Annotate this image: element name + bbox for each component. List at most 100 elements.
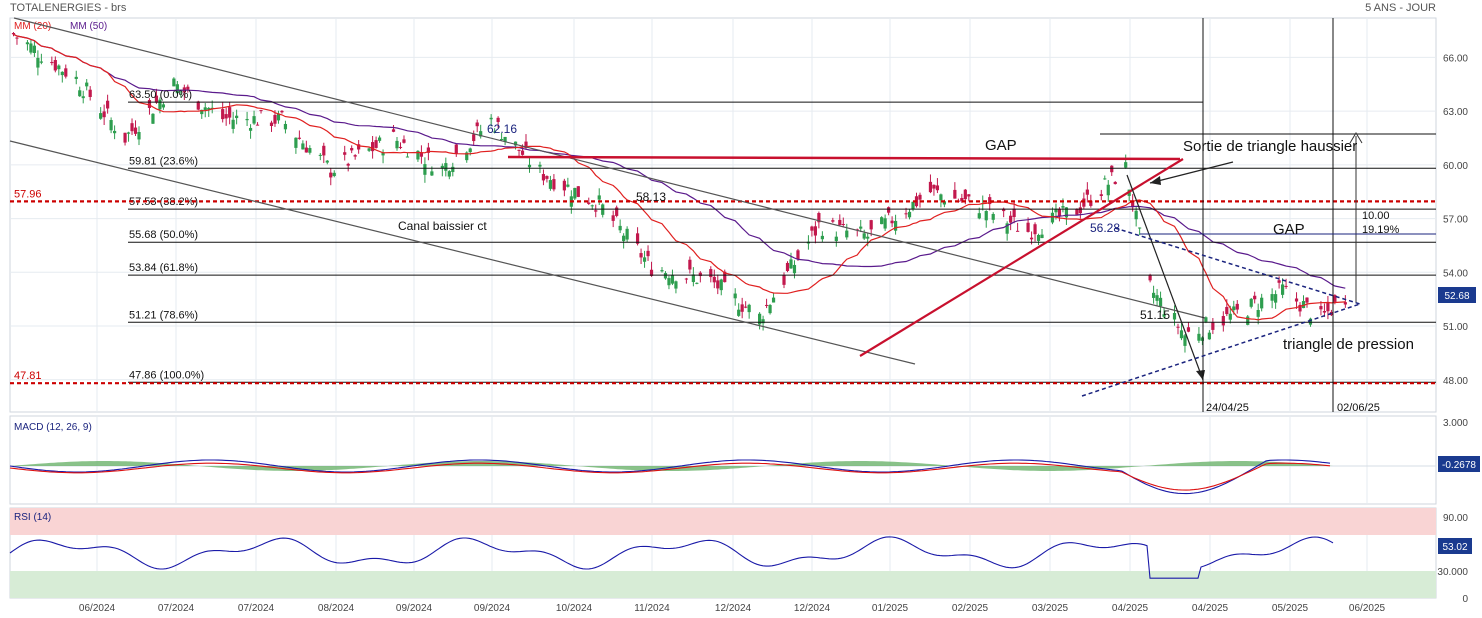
candle — [573, 187, 577, 199]
candle — [133, 127, 138, 134]
candle — [887, 207, 891, 213]
candle — [538, 164, 542, 167]
x-tick-label: 07/2024 — [238, 603, 275, 614]
candle — [723, 271, 727, 283]
candle — [792, 264, 797, 274]
annotation-channel: Canal baissier ct — [398, 219, 487, 233]
candle — [928, 181, 933, 193]
candle — [761, 319, 765, 324]
candle — [548, 180, 553, 189]
candle — [252, 116, 256, 124]
candle — [587, 202, 591, 204]
candle — [545, 176, 549, 179]
rsi-last-value: 53.02 — [1442, 542, 1467, 553]
fib-label: 55.68 (50.0%) — [129, 229, 198, 241]
breakout-arrowhead — [1150, 176, 1161, 185]
x-tick-label: 06/2024 — [79, 603, 116, 614]
candle — [1284, 285, 1288, 287]
candle — [1005, 223, 1009, 234]
candle — [1148, 274, 1152, 281]
macd-last-badge — [1438, 456, 1480, 472]
candle — [1134, 210, 1138, 220]
candle — [88, 89, 92, 97]
candle — [29, 43, 33, 53]
candle — [1253, 295, 1257, 300]
candle — [1322, 311, 1327, 313]
target-arrowhead — [1349, 132, 1363, 144]
candle — [11, 33, 16, 35]
candle — [269, 122, 274, 126]
candle — [377, 137, 382, 141]
annotation-gap-1: GAP — [985, 137, 1017, 154]
candle — [594, 210, 598, 212]
candle — [280, 110, 284, 113]
x-tick-label: 03/2025 — [1032, 603, 1069, 614]
legend-ma20: MM (20) — [14, 21, 51, 32]
candle — [106, 100, 110, 109]
candle — [1211, 322, 1215, 330]
candle — [524, 141, 528, 148]
candle — [1040, 234, 1044, 239]
candle — [503, 136, 507, 142]
candle — [1301, 301, 1306, 309]
candle — [1200, 337, 1205, 341]
rsi-tick: 90.00 — [1443, 513, 1468, 524]
annotation-target-points: 10.00 — [1362, 210, 1390, 222]
candle — [426, 147, 430, 153]
candle — [440, 165, 444, 169]
x-tick-label: 04/2025 — [1112, 603, 1149, 614]
breakout-arrow — [1149, 161, 1234, 184]
candle — [1204, 317, 1208, 322]
candle — [890, 220, 894, 224]
candle — [172, 78, 176, 87]
candle — [960, 198, 964, 202]
candle — [496, 117, 500, 122]
candle — [834, 236, 838, 242]
candle — [391, 129, 396, 132]
candle — [1183, 335, 1187, 346]
fib-label: 51.21 (78.6%) — [129, 309, 198, 321]
candle — [493, 131, 497, 133]
candle — [297, 137, 301, 139]
candle — [1078, 207, 1082, 214]
last-price-label: 52.68 — [1444, 291, 1469, 302]
candle — [663, 273, 668, 279]
candle — [1155, 295, 1159, 301]
candle — [57, 65, 61, 70]
dotted-level-label: 57.96 — [14, 188, 42, 200]
price-tick-label: 51.00 — [1443, 322, 1468, 333]
candle — [479, 131, 483, 137]
candle — [991, 214, 995, 220]
candle — [444, 163, 448, 171]
candle — [301, 143, 305, 150]
candle — [353, 155, 357, 157]
candle — [1197, 333, 1201, 341]
candle — [1179, 330, 1184, 339]
candle — [625, 228, 629, 240]
candle — [1256, 310, 1260, 317]
x-tick-label: 01/2025 — [872, 603, 909, 614]
candle — [1274, 294, 1278, 303]
candle — [622, 235, 626, 242]
candle — [1131, 200, 1135, 208]
candle — [374, 140, 378, 148]
candle — [398, 146, 403, 148]
candle — [691, 274, 695, 283]
candle — [221, 109, 225, 120]
candle — [25, 42, 30, 45]
candle — [1249, 298, 1253, 307]
candle — [329, 172, 333, 178]
candle — [137, 132, 141, 140]
candle — [454, 144, 458, 155]
chart-period: 5 ANS - JOUR — [1365, 2, 1436, 14]
candle — [977, 213, 981, 219]
candle — [785, 262, 790, 271]
annotation-gap-2: GAP — [1273, 221, 1305, 238]
candle — [660, 270, 664, 272]
candle — [880, 217, 884, 225]
candle — [893, 220, 898, 231]
candle — [416, 150, 420, 160]
candle — [248, 127, 253, 131]
candle — [1158, 297, 1163, 307]
candle — [1298, 304, 1302, 312]
